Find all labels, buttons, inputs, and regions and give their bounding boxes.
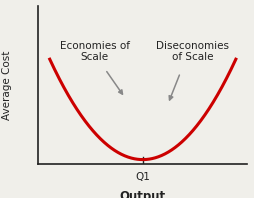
Text: Average Cost: Average Cost (2, 50, 12, 120)
Text: Economies of
Scale: Economies of Scale (59, 41, 129, 62)
Text: Q1: Q1 (135, 172, 150, 182)
Text: Output: Output (119, 190, 165, 198)
Text: Diseconomies
of Scale: Diseconomies of Scale (156, 41, 229, 62)
